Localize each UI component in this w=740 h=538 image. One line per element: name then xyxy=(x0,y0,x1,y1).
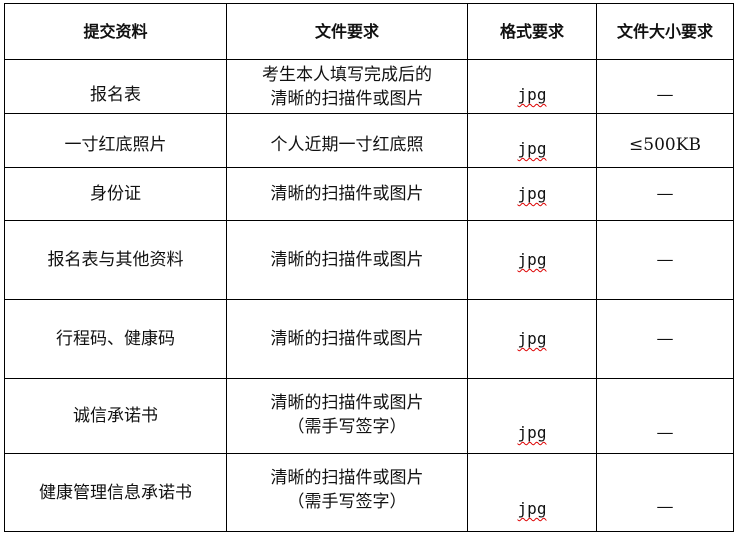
material-cell: 一寸红底照片 xyxy=(4,113,227,168)
material-cell: 报名表 xyxy=(4,59,227,114)
header-format: 格式要求 xyxy=(467,3,597,60)
requirement-cell: 清晰的扫描件或图片 xyxy=(226,220,468,300)
size-cell: — xyxy=(596,299,734,379)
requirement-line: 清晰的扫描件或图片 xyxy=(270,329,424,349)
table-row: 行程码、健康码 清晰的扫描件或图片 jpg — xyxy=(4,299,734,379)
requirement-line: 个人近期一寸红底照 xyxy=(270,135,424,155)
requirement-line: 清晰的扫描件或图片 xyxy=(270,250,424,270)
format-value: jpg xyxy=(517,85,547,104)
format-cell: jpg xyxy=(467,59,597,114)
requirement-line: （需手写签字） xyxy=(287,417,407,437)
header-row: 提交资料 文件要求 格式要求 文件大小要求 xyxy=(4,3,734,60)
table-row: 健康管理信息承诺书 清晰的扫描件或图片 （需手写签字） jpg — xyxy=(4,453,734,532)
format-cell: jpg xyxy=(467,167,597,221)
size-cell: — xyxy=(596,59,734,114)
requirement-line: 考生本人填写完成后的 xyxy=(262,64,432,85)
materials-table: 提交资料 文件要求 格式要求 文件大小要求 报名表 考生本人填写完成后的 清晰的扫… xyxy=(4,3,734,532)
requirement-cell: 清晰的扫描件或图片 （需手写签字） xyxy=(226,453,468,532)
requirement-line: 清晰的扫描件或图片 xyxy=(270,88,424,109)
requirement-cell: 考生本人填写完成后的 清晰的扫描件或图片 xyxy=(226,59,468,114)
size-cell: — xyxy=(596,220,734,300)
table-row: 报名表 考生本人填写完成后的 清晰的扫描件或图片 jpg — xyxy=(4,59,734,114)
size-cell: ≤500KB xyxy=(596,113,734,168)
size-cell: — xyxy=(596,453,734,532)
requirement-cell: 清晰的扫描件或图片 （需手写签字） xyxy=(226,378,468,454)
size-cell: — xyxy=(596,378,734,454)
format-value: jpg xyxy=(517,499,547,518)
requirement-cell: 清晰的扫描件或图片 xyxy=(226,299,468,379)
table-row: 一寸红底照片 个人近期一寸红底照 jpg ≤500KB xyxy=(4,113,734,168)
material-cell: 健康管理信息承诺书 xyxy=(4,453,227,532)
header-material: 提交资料 xyxy=(4,3,227,60)
format-value: jpg xyxy=(517,423,547,442)
material-cell: 报名表与其他资料 xyxy=(4,220,227,300)
requirement-line: 清晰的扫描件或图片 xyxy=(270,184,424,204)
format-value: jpg xyxy=(517,329,547,348)
requirement-cell: 个人近期一寸红底照 xyxy=(226,113,468,168)
format-cell: jpg xyxy=(467,453,597,532)
material-cell: 诚信承诺书 xyxy=(4,378,227,454)
format-cell: jpg xyxy=(467,378,597,454)
requirement-line: 清晰的扫描件或图片 xyxy=(270,468,424,488)
requirement-line: 清晰的扫描件或图片 xyxy=(270,393,424,413)
requirement-cell: 清晰的扫描件或图片 xyxy=(226,167,468,221)
requirement-line: （需手写签字） xyxy=(287,492,407,512)
material-cell: 行程码、健康码 xyxy=(4,299,227,379)
table-row: 诚信承诺书 清晰的扫描件或图片 （需手写签字） jpg — xyxy=(4,378,734,454)
table-row: 身份证 清晰的扫描件或图片 jpg — xyxy=(4,167,734,221)
header-requirement: 文件要求 xyxy=(226,3,468,60)
format-value: jpg xyxy=(517,184,547,203)
material-cell: 身份证 xyxy=(4,167,227,221)
format-value: jpg xyxy=(517,250,547,269)
format-cell: jpg xyxy=(467,299,597,379)
format-cell: jpg xyxy=(467,113,597,168)
table-row: 报名表与其他资料 清晰的扫描件或图片 jpg — xyxy=(4,220,734,300)
format-cell: jpg xyxy=(467,220,597,300)
format-value: jpg xyxy=(517,139,547,158)
size-cell: — xyxy=(596,167,734,221)
header-size: 文件大小要求 xyxy=(596,3,734,60)
